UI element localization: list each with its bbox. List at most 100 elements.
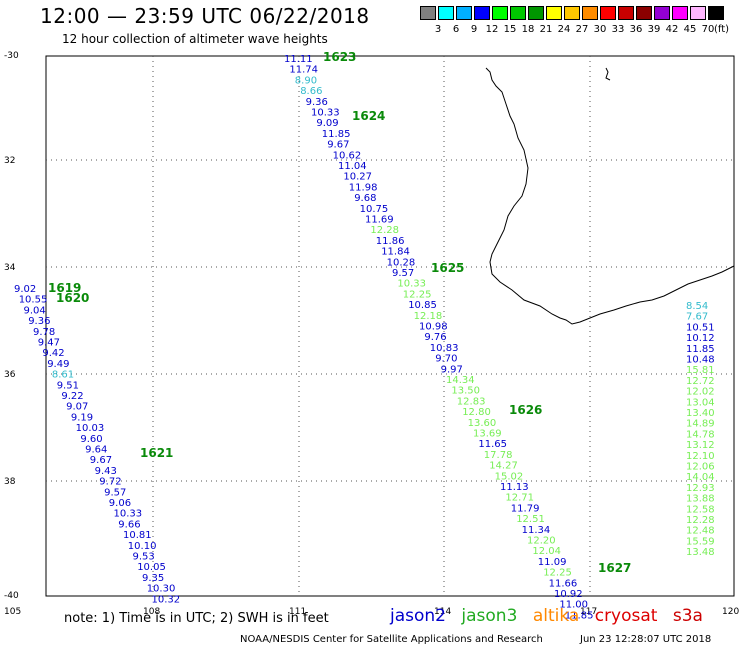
lat-tick-label: 32 xyxy=(4,156,15,166)
color-scale-label: 27 xyxy=(575,24,589,35)
lon-tick-label: 108 xyxy=(143,607,160,617)
wave-height-value: 13.69 xyxy=(473,429,502,440)
color-scale-label: 33 xyxy=(611,24,625,35)
wave-height-value: 13.50 xyxy=(451,386,480,397)
wave-height-value: 9.22 xyxy=(61,391,83,402)
wave-height-value: 10.05 xyxy=(137,562,166,573)
color-scale-label: 12 xyxy=(485,24,499,35)
color-swatch xyxy=(420,6,436,20)
wave-height-value: 12.10 xyxy=(686,451,715,462)
wave-height-value: 10.92 xyxy=(554,589,583,600)
wave-height-value: 15.02 xyxy=(495,471,524,482)
color-scale-label: 39 xyxy=(647,24,661,35)
wave-height-value: 17.78 xyxy=(484,450,513,461)
wave-height-value: 9.47 xyxy=(38,338,60,349)
lat-tick-label: 34 xyxy=(4,263,16,273)
wave-height-value: 11.69 xyxy=(365,215,394,226)
wave-height-value: 9.49 xyxy=(47,359,69,370)
wave-height-value: 12.72 xyxy=(686,376,715,387)
wave-height-value: 7.67 xyxy=(686,312,708,323)
color-swatch xyxy=(618,6,634,20)
color-scale-label: 45 xyxy=(683,24,697,35)
color-scale-label: 15 xyxy=(503,24,517,35)
graticule xyxy=(46,56,734,596)
lon-tick-label: 120 xyxy=(722,607,739,617)
wave-height-value: 14.27 xyxy=(489,461,518,472)
legend-note: note: 1) Time is in UTC; 2) SWH is in fe… xyxy=(64,611,329,626)
wave-height-value: 9.35 xyxy=(142,573,164,584)
track-id-label: 1627 xyxy=(598,561,631,575)
track-id-label: 1619 xyxy=(48,281,81,295)
wave-height-value: 12.20 xyxy=(527,536,556,547)
track-id-label: 1623 xyxy=(323,50,356,64)
wave-height-value: 11.66 xyxy=(549,578,578,589)
wave-height-value: 8.61 xyxy=(52,370,74,381)
wave-height-value: 12.58 xyxy=(686,504,715,515)
map-frame xyxy=(45,55,735,597)
wave-height-value: 14.34 xyxy=(446,375,475,386)
wave-height-value: 11.85 xyxy=(565,610,594,621)
axis-ticks: -30 32 34 36 38 -40 105 108 111 114 117 120 xyxy=(4,51,739,617)
wave-height-value: 12.18 xyxy=(414,311,443,322)
color-swatch xyxy=(690,6,706,20)
wave-height-value: 12.51 xyxy=(516,514,545,525)
color-scale-label: 18 xyxy=(521,24,535,35)
wave-height-value: 11.84 xyxy=(381,247,410,258)
wave-height-value: 9.02 xyxy=(14,284,36,295)
color-swatch xyxy=(546,6,562,20)
wave-height-value: 9.67 xyxy=(327,140,349,151)
lat-tick-label: -40 xyxy=(4,591,19,601)
wave-height-value: 10.81 xyxy=(123,530,152,541)
wave-height-value: 9.64 xyxy=(85,445,107,456)
wave-height-value: 10.27 xyxy=(343,172,372,183)
wave-height-value: 11.13 xyxy=(500,482,529,493)
color-swatch xyxy=(492,6,508,20)
color-swatch xyxy=(456,6,472,20)
wave-height-value: 10.28 xyxy=(387,257,416,268)
wave-height-value: 10.33 xyxy=(397,279,426,290)
wave-height-value: 9.04 xyxy=(24,305,46,316)
color-scale-label: 21 xyxy=(539,24,553,35)
map-subtitle: 12 hour collection of altimeter wave hei… xyxy=(62,32,328,46)
map-title: 12:00 — 23:59 UTC 06/22/2018 xyxy=(40,4,370,28)
wave-height-value: 9.57 xyxy=(104,487,126,498)
wave-height-value: 9.09 xyxy=(316,118,338,129)
track-id-label: 1620 xyxy=(56,291,89,305)
lon-tick-label: 111 xyxy=(289,607,306,617)
wave-height-value: 9.68 xyxy=(354,193,376,204)
wave-height-value: 11.00 xyxy=(559,600,588,611)
wave-height-value: 9.66 xyxy=(118,519,140,530)
wave-height-value: 12.80 xyxy=(462,407,491,418)
wave-height-value: 15.59 xyxy=(686,536,715,547)
wave-height-value: 10.55 xyxy=(19,295,48,306)
wave-height-value: 13.40 xyxy=(686,408,715,419)
wave-height-value: 9.07 xyxy=(66,402,88,413)
wave-height-value: 9.51 xyxy=(57,380,79,391)
wave-height-value: 8.66 xyxy=(300,86,322,97)
wave-height-value: 10.48 xyxy=(686,355,715,366)
wave-height-value: 10.85 xyxy=(408,300,437,311)
color-swatch xyxy=(528,6,544,20)
lon-tick-label: 114 xyxy=(434,607,451,617)
wave-height-value: 11.04 xyxy=(338,161,367,172)
wave-height-value: 12.71 xyxy=(505,493,534,504)
lon-tick-label: 105 xyxy=(4,607,21,617)
color-swatch xyxy=(438,6,454,20)
wave-height-value: 11.11 xyxy=(284,54,313,65)
coastline-islet xyxy=(605,67,611,81)
wave-height-value: 8.90 xyxy=(295,75,317,86)
legend-jason3: jason3 xyxy=(461,606,518,626)
wave-height-value: 9.72 xyxy=(99,477,121,488)
color-scale-label: 9 xyxy=(470,24,478,35)
wave-height-value: 13.88 xyxy=(686,494,715,505)
wave-height-value: 11.09 xyxy=(538,557,567,568)
legend-jason2: jason2 xyxy=(390,606,446,626)
wave-height-value: 9.76 xyxy=(424,332,446,343)
wave-height-value: 13.12 xyxy=(686,440,715,451)
track-id-label: 1624 xyxy=(352,109,385,123)
color-scale-unit: (ft) xyxy=(714,24,730,35)
wave-height-value: 9.43 xyxy=(95,466,117,477)
color-swatch xyxy=(636,6,652,20)
